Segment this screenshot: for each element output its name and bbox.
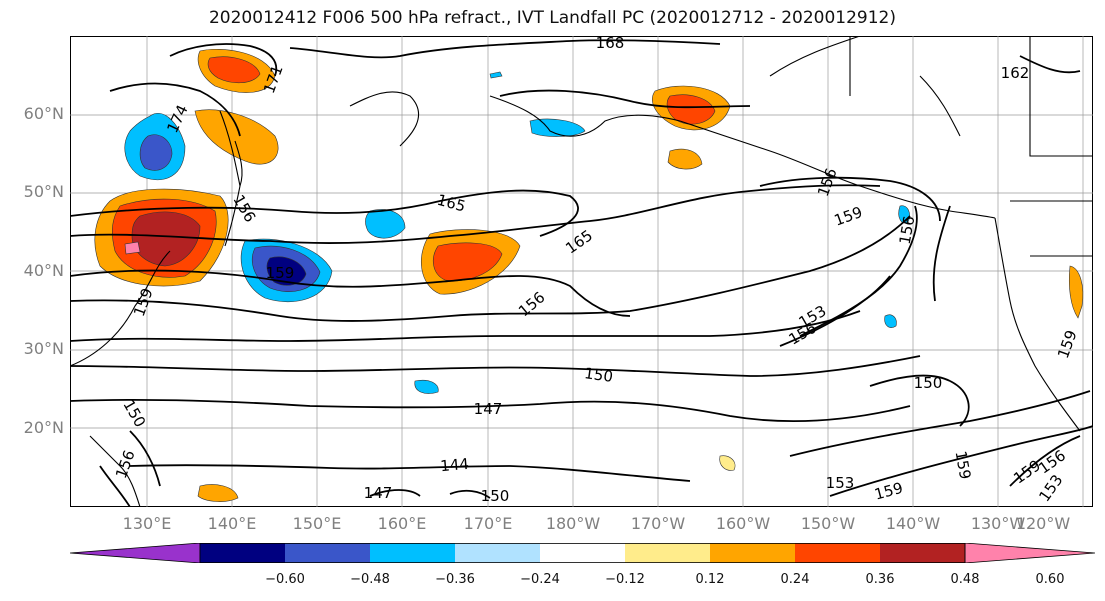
colorbar-tick-label: 0.24 — [780, 572, 810, 587]
latitude-label-60n: 60°N — [23, 104, 64, 123]
longitude-label: 120°W — [1015, 514, 1071, 533]
longitude-label: 170°E — [463, 514, 513, 533]
contour-label: 168 — [596, 36, 625, 52]
contour-label: 162 — [1001, 64, 1030, 82]
colorbar-tick-label: −0.12 — [605, 572, 645, 587]
longitude-label: 140°W — [885, 514, 941, 533]
refractivity-contours — [70, 39, 1093, 507]
longitude-label: 130°E — [122, 514, 172, 533]
longitude-label: 160°E — [377, 514, 427, 533]
colorbar-segment — [710, 543, 795, 563]
longitude-label: 150°E — [292, 514, 342, 533]
colorbar-segment — [880, 543, 965, 563]
longitude-label: 160°W — [715, 514, 771, 533]
colorbar-tick-label: −0.60 — [265, 572, 305, 587]
colorbar-extend-max — [964, 543, 1095, 563]
colorbar-tick-label: 0.12 — [695, 572, 725, 587]
colorbar-tick-label: −0.24 — [520, 572, 560, 587]
latitude-label-50n: 50°N — [23, 182, 64, 201]
contour-label: 147 — [474, 400, 503, 418]
colorbar-segment — [795, 543, 880, 563]
colorbar-segment — [455, 543, 540, 563]
longitude-label: 180°W — [545, 514, 601, 533]
colorbar-segment — [625, 543, 710, 563]
map-title: 2020012412 F006 500 hPa refract., IVT La… — [208, 8, 896, 28]
colorbar-tick-label: 0.60 — [1035, 572, 1065, 587]
colorbar-segment — [370, 543, 455, 563]
contour-label: 150 — [583, 364, 614, 386]
contour-label: 147 — [364, 484, 393, 502]
colorbar-frame — [199, 543, 966, 563]
colorbar-segments — [70, 543, 1095, 563]
longitude-label: 150°W — [800, 514, 856, 533]
colorbar-tick-label: −0.48 — [350, 572, 390, 587]
colorbar-tick-label: −0.36 — [435, 572, 475, 587]
colorbar-extend-min — [70, 543, 201, 563]
contour-label: 153 — [826, 474, 855, 492]
contour-label: 150 — [481, 487, 510, 505]
contour-label: 156 — [896, 214, 919, 245]
colorbar-tick-label: 0.48 — [950, 572, 980, 587]
latitude-label-30n: 30°N — [23, 339, 64, 358]
latitude-label-40n: 40°N — [23, 261, 64, 280]
colorbar — [70, 543, 1095, 563]
colorbar-segment — [540, 543, 625, 563]
contour-label: 159 — [266, 264, 295, 282]
contour-label: 159 — [952, 449, 975, 480]
map-plot-area: 168 171 174 162 165 165 156 159 156 159 … — [70, 36, 1093, 507]
latitude-label-20n: 20°N — [23, 418, 64, 437]
longitude-label: 130°W — [970, 514, 1026, 533]
contour-label: 144 — [440, 455, 470, 475]
contour-label: 150 — [914, 374, 943, 392]
colorbar-segment — [285, 543, 370, 563]
longitude-label: 170°W — [630, 514, 686, 533]
colorbar-segment — [200, 543, 285, 563]
refractivity-anomaly-fill — [94, 48, 1084, 502]
longitude-label: 140°E — [207, 514, 257, 533]
colorbar-tick-label: 0.36 — [865, 572, 895, 587]
